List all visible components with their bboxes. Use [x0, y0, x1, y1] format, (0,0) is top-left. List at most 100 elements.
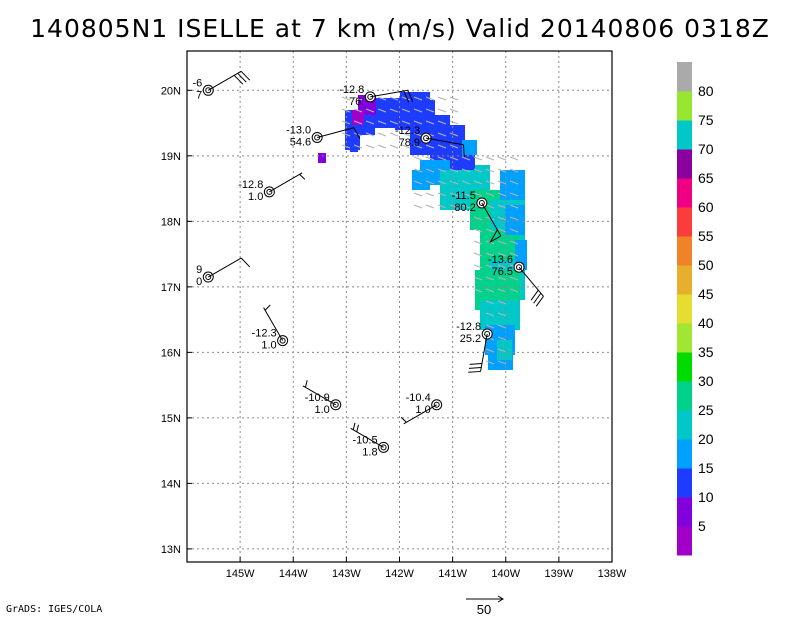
barb-staff [480, 333, 488, 372]
barb-staff [208, 70, 242, 91]
wind-vector [497, 240, 507, 245]
wind-vector [413, 168, 423, 173]
station-value: 1.0 [248, 191, 263, 203]
wind-vector [485, 228, 495, 233]
wind-vector [437, 204, 447, 209]
colorbar-label: 80 [698, 83, 714, 99]
station-temperature: -12.8 [456, 321, 481, 333]
station-inner-ring [266, 188, 273, 195]
station-temperature: -12.3 [395, 125, 420, 137]
wind-vector [497, 180, 507, 185]
observation-station: -13.676.5 [488, 254, 544, 307]
colorbar-label: 10 [698, 489, 714, 505]
wind-vector [473, 288, 483, 293]
y-axis-ticks: 13N 14N 15N 16N 17N 18N 19N 20N [161, 85, 192, 556]
wind-vector [497, 228, 507, 233]
wind-vector [509, 240, 519, 245]
wind-vector [509, 204, 519, 209]
barb-staff [370, 89, 408, 98]
barb-full-feather [403, 90, 410, 103]
x-tick-label: 141W [438, 568, 467, 580]
barb-staff [263, 307, 284, 341]
wind-vector [437, 132, 447, 137]
wind-vector [461, 180, 471, 185]
colorbar-label: 35 [698, 344, 714, 360]
wind-vector [497, 264, 507, 269]
wind-vector [485, 360, 495, 365]
barb-full-feather [468, 367, 482, 369]
barb-staff [317, 127, 354, 138]
wind-vector [389, 144, 399, 149]
wind-vector [509, 228, 519, 233]
observation-station: -12.31.0 [252, 304, 289, 352]
wind-vector [425, 120, 435, 125]
wind-vector [377, 120, 387, 125]
wind-vector [401, 96, 411, 101]
wind-vector [389, 120, 399, 125]
wind-vector [509, 156, 519, 161]
wind-vector [437, 192, 447, 197]
y-tick-label: 16N [161, 347, 181, 359]
observation-station: -10.51.8 [350, 422, 390, 458]
colorbar-segment [677, 410, 692, 440]
wind-vector [449, 144, 459, 149]
barb-staff [269, 172, 303, 193]
wind-vector [497, 204, 507, 209]
wind-vector [497, 276, 507, 281]
station-temperature: -6 [192, 77, 202, 89]
chart-title: 140805N1 ISELLE at 7 km (m/s) Valid 2014… [30, 14, 770, 43]
shading-cell [505, 205, 525, 235]
observation-station: -12.876. [339, 84, 414, 108]
barb-flag [489, 229, 502, 244]
wind-vector [497, 168, 507, 173]
wind-vector [401, 120, 411, 125]
scale-arrow-head [497, 595, 504, 603]
wind-vector [365, 108, 375, 113]
wind-vector [341, 132, 351, 137]
wind-vector [509, 192, 519, 197]
barb-staff [350, 427, 384, 448]
flight-level-observations: -67 -12.876.-13.054.6-12.378.9-12.81.0 -11… [192, 70, 544, 458]
wind-vector [461, 168, 471, 173]
colorbar-label: 5 [698, 518, 706, 534]
wind-vector [473, 264, 483, 269]
colorbar-segment [677, 149, 692, 179]
wind-vector [413, 108, 423, 113]
wind-vector [377, 96, 387, 101]
wind-vector [473, 228, 483, 233]
colorbar-segment [677, 468, 692, 498]
barb-full-feather [353, 127, 361, 139]
wind-vector [425, 180, 435, 185]
x-tick-label: 143W [332, 568, 361, 580]
y-tick-label: 13N [161, 544, 181, 556]
wind-vector [461, 192, 471, 197]
wind-vector [425, 108, 435, 113]
wind-vector [425, 96, 435, 101]
wind-vector [353, 96, 363, 101]
barb-staff [425, 137, 464, 146]
colorbar-label: 20 [698, 431, 714, 447]
wind-vector [425, 156, 435, 161]
colorbar-segment [677, 265, 692, 295]
wind-vector [509, 180, 519, 185]
station-inner-ring [332, 401, 339, 408]
wind-vector [497, 252, 507, 257]
shading-cell [318, 153, 326, 163]
station-inner-ring [205, 274, 212, 281]
y-tick-label: 18N [161, 216, 181, 228]
wind-vector [425, 144, 435, 149]
station-temperature: 9 [196, 264, 202, 276]
observation-station: -10.41.0 [400, 392, 443, 425]
wind-vector [449, 156, 459, 161]
barb-half-feather [356, 424, 359, 432]
wind-vector [449, 132, 459, 137]
colorbar-segment [677, 91, 692, 121]
colorbar-label: 45 [698, 286, 714, 302]
wind-vector [377, 132, 387, 137]
wind-vector [485, 264, 495, 269]
wind-vector [485, 348, 495, 353]
colorbar-segment [677, 381, 692, 411]
wind-vector [437, 96, 447, 101]
wind-speed-shading [318, 92, 527, 370]
y-tick-label: 17N [161, 282, 181, 294]
